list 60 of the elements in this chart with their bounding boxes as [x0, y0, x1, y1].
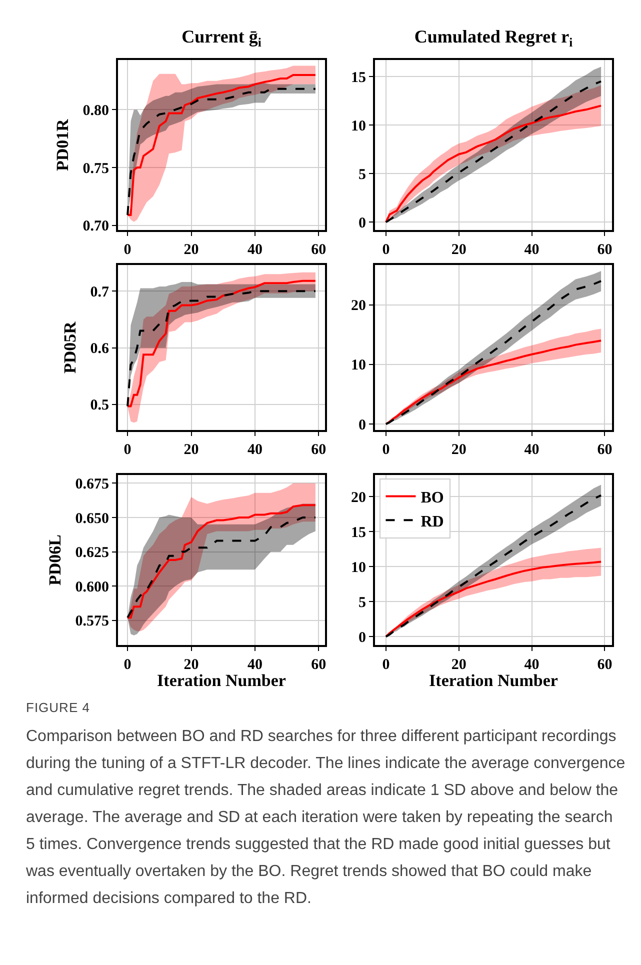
y-tick-label: 0 [358, 630, 366, 646]
x-tick-label: 40 [524, 657, 540, 673]
x-tick-label: 60 [311, 242, 326, 258]
legend-label: BO [420, 490, 444, 507]
y-tick-label: 15 [351, 70, 366, 86]
y-tick-label: 0.7 [90, 284, 110, 300]
x-tick-label: 0 [382, 242, 390, 258]
x-tick-label: 60 [311, 442, 326, 458]
x-tick-label: 20 [451, 442, 466, 458]
chart-title: Cumulated Regret r$_{i}$ [414, 26, 574, 50]
y-tick-label: 10 [351, 118, 366, 134]
x-tick-label: 20 [184, 442, 199, 458]
x-tick-label: 20 [451, 657, 466, 673]
x-tick-label: 60 [597, 657, 612, 673]
x-tick-label: 20 [184, 657, 199, 673]
line-series [384, 104, 602, 224]
x-tick-label: 60 [597, 442, 612, 458]
x-tick-label: 0 [124, 242, 132, 258]
y-tick-label: 0.5 [90, 398, 109, 414]
y-tick-label: 0.6 [90, 341, 110, 358]
y-axis-title: PD05R [60, 320, 80, 374]
chart-title: Current ḡ$_{i}$ [182, 26, 262, 50]
y-tick-label: 0.70 [82, 218, 109, 235]
y-tick-label: 0.650 [75, 510, 109, 527]
y-tick-label: 0.575 [75, 614, 109, 630]
y-tick-label: 0.75 [82, 160, 109, 177]
y-tick-label: 0.625 [75, 545, 109, 562]
x-tick-label: 40 [247, 442, 262, 458]
x-tick-label: 0 [382, 442, 390, 458]
y-tick-label: 5 [358, 594, 366, 611]
y-tick-label: 0 [358, 417, 366, 434]
y-tick-label: 5 [358, 166, 366, 183]
x-tick-label: 0 [124, 442, 132, 458]
y-tick-label: 20 [351, 490, 366, 506]
x-tick-label: 40 [247, 242, 262, 258]
y-axis-title: PD06L [45, 534, 64, 586]
y-tick-label: 10 [351, 358, 366, 374]
x-tick-label: 40 [247, 657, 262, 673]
y-tick-label: 0.675 [75, 476, 109, 492]
x-axis-title: Iteration Number [429, 671, 558, 690]
caption: FIGURE 4 [26, 700, 91, 715]
line-series [384, 560, 602, 638]
x-tick-label: 40 [524, 442, 540, 458]
x-tick-label: 0 [124, 657, 132, 673]
x-tick-label: 60 [597, 242, 612, 258]
x-tick-label: 20 [184, 242, 199, 258]
y-axis-title: PD01R [52, 118, 72, 171]
y-tick-label: 0.80 [82, 102, 109, 119]
y-tick-label: 0 [358, 215, 366, 232]
y-tick-label: 10 [351, 560, 366, 576]
x-tick-label: 0 [382, 657, 390, 673]
y-tick-label: 15 [351, 524, 366, 541]
x-tick-label: 60 [311, 657, 326, 673]
x-axis-title: Iteration Number [157, 671, 286, 690]
x-tick-label: 40 [524, 242, 540, 258]
y-tick-label: 0.600 [75, 579, 109, 596]
y-tick-label: 20 [351, 298, 366, 314]
text: Comparison between BO and RD searches for three different participant recordings during the tuning of a STFT-LR decoder. The lines indicate the average convergence and cumulative regret trends. The shaded areas indicate 1 SD above and below the average. The average and SD at each iteration were taken by repeating the search 5 times. Convergence trends suggested that the RD made good initial guesses but was eventually overtaken by the BO. Regret trends showed that BO could make informed decisions compared to the RD. [26, 727, 626, 909]
legend-label: RD [420, 513, 444, 530]
x-tick-label: 20 [451, 242, 466, 258]
